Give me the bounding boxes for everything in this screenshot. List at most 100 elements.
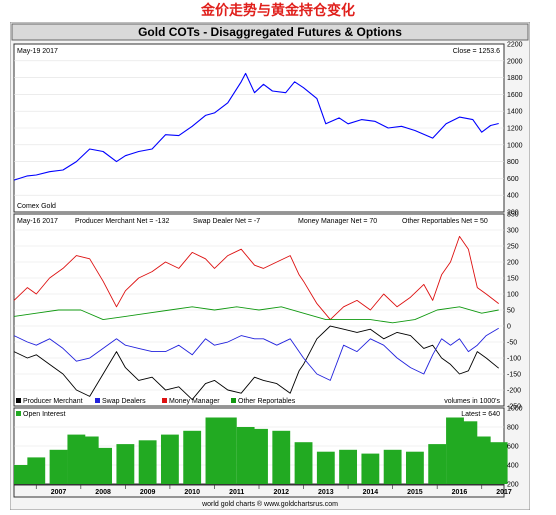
oi-bar xyxy=(316,451,335,484)
oi-bar xyxy=(383,449,402,484)
price-y-tick-label: 2000 xyxy=(507,58,523,65)
price-y-tick-label: 1200 xyxy=(507,126,523,133)
oi-bar xyxy=(428,444,447,484)
legend-other: Other Reportables xyxy=(238,398,296,405)
price-y-tick-label: 2200 xyxy=(507,42,523,49)
oi-bar xyxy=(138,440,157,484)
x-tick-label: 2011 xyxy=(229,489,244,496)
price-close-label: Close = 1253.6 xyxy=(453,48,500,55)
chart-title: Gold COTs - Disaggregated Futures & Opti… xyxy=(138,25,402,39)
oi-bar xyxy=(272,430,291,484)
legend-swatch-swap xyxy=(95,398,100,403)
chart-title-bar xyxy=(11,23,529,41)
oi-y-tick-label: 400 xyxy=(507,463,519,470)
oi-y-tick-label: 200 xyxy=(507,482,519,489)
x-tick-label: 2009 xyxy=(140,489,156,496)
price-date-label: May-19 2017 xyxy=(17,48,58,55)
oi-bar xyxy=(339,449,358,484)
price-y-tick-label: 600 xyxy=(507,176,519,183)
oi-y-ticks: 200 400 600 800 1000 xyxy=(507,406,523,489)
x-tick-label: 2008 xyxy=(95,489,111,496)
cot-gridlines xyxy=(14,229,504,391)
open-interest-panel: Open Interest Latest = 640 200 400 600 800 1… xyxy=(13,406,523,489)
cot-line-other xyxy=(13,306,499,324)
cot-y-tick-label: 200 xyxy=(507,260,519,267)
cot-y-tick-label: 250 xyxy=(507,244,519,251)
price-y-tick-label: 200 xyxy=(507,210,519,217)
price-panel: May-19 2017 Close = 1253.6 Comex Gold 20… xyxy=(13,42,523,217)
money-manager-net-label: Money Manager Net = 70 xyxy=(298,218,377,225)
cot-y-tick-label: 150 xyxy=(507,276,519,283)
oi-bar xyxy=(218,417,237,484)
legend-swatch-producer xyxy=(16,398,21,403)
oi-y-tick-label: 600 xyxy=(507,444,519,451)
cot-line-swap xyxy=(13,327,499,381)
cot-y-tick-label: 100 xyxy=(507,292,519,299)
x-tick-label: 2007 xyxy=(51,489,67,496)
x-tick-label: 2013 xyxy=(318,489,334,496)
other-net-label: Other Reportables Net = 50 xyxy=(402,218,488,225)
price-y-tick-label: 1400 xyxy=(507,109,523,116)
price-y-tick-label: 400 xyxy=(507,193,519,200)
price-source-label: Comex Gold xyxy=(17,203,56,210)
price-y-ticks: 200 400 600 800 1000 1200 1400 1600 1800 2000 2200 xyxy=(507,42,523,217)
x-tick-label: 2010 xyxy=(184,489,200,496)
gold-cot-chart: Gold COTs - Disaggregated Futures & Opti… xyxy=(9,21,531,511)
cot-series xyxy=(13,235,499,401)
cot-line-money_manager xyxy=(13,235,499,321)
x-tick-label: 2014 xyxy=(363,489,379,496)
cot-units-label: volumes in 1000's xyxy=(444,398,500,405)
producer-net-label: Producer Merchant Net = -132 xyxy=(75,218,169,225)
cot-y-tick-label: -50 xyxy=(507,340,517,347)
price-y-tick-label: 800 xyxy=(507,159,519,166)
legend-money-manager: Money Manager xyxy=(169,398,220,405)
oi-bar xyxy=(116,444,135,484)
legend-swatch-money-manager xyxy=(162,398,167,403)
oi-bar xyxy=(49,449,68,484)
swap-net-label: Swap Dealer Net = -7 xyxy=(193,218,260,225)
oi-bar xyxy=(27,457,46,484)
legend-swatch-other xyxy=(231,398,236,403)
price-gridlines xyxy=(14,60,504,196)
oi-y-tick-label: 800 xyxy=(507,425,519,432)
legend-producer: Producer Merchant xyxy=(23,398,83,405)
price-y-tick-label: 1800 xyxy=(507,75,523,82)
legend-swap: Swap Dealers xyxy=(102,398,146,405)
page-header: 金价走势与黄金持仓变化 xyxy=(0,0,556,22)
oi-bar xyxy=(94,447,113,484)
price-series xyxy=(13,72,499,181)
oi-bar xyxy=(405,451,424,484)
header-text: 金价走势与黄金持仓变化 xyxy=(201,3,355,19)
footer-credit: world gold charts ® www.goldchartsrus.co… xyxy=(201,500,338,508)
cot-y-tick-label: -200 xyxy=(507,388,521,395)
cot-y-tick-label: 350 xyxy=(507,212,519,219)
legend-open-interest: Open Interest xyxy=(23,411,65,418)
x-tick-label: 2015 xyxy=(407,489,423,496)
cot-y-tick-label: 300 xyxy=(507,228,519,235)
x-tick-label: 2016 xyxy=(452,489,468,496)
oi-bar xyxy=(472,436,491,484)
price-y-tick-label: 1600 xyxy=(507,92,523,99)
cot-y-tick-label: -250 xyxy=(507,404,521,411)
oi-bar xyxy=(294,442,313,484)
cot-y-tick-label: -150 xyxy=(507,372,521,379)
price-y-tick-label: 1000 xyxy=(507,142,523,149)
cot-y-tick-label: 0 xyxy=(507,324,511,331)
x-tick-label: 2012 xyxy=(273,489,289,496)
oi-y-tick-label: 1000 xyxy=(507,406,523,413)
oi-bars xyxy=(14,417,508,484)
oi-bar xyxy=(489,442,508,484)
x-axis: 2007 2008 2009 2010 2011 2012 2013 2014 2015 2016… xyxy=(13,484,512,498)
oi-bar xyxy=(361,453,380,484)
cot-date-label: May-16 2017 xyxy=(17,218,58,225)
oi-latest-label: Latest = 640 xyxy=(461,411,500,418)
legend-swatch-open-interest xyxy=(16,411,21,416)
chart-frame: Gold COTs - Disaggregated Futures & Opti… xyxy=(9,21,531,511)
oi-bar xyxy=(250,428,268,484)
x-tick-label: 2017 xyxy=(496,489,512,496)
cot-panel: May-16 2017 Producer Merchant Net = -132… xyxy=(13,212,521,411)
oi-bar xyxy=(160,434,179,484)
oi-bar xyxy=(183,430,202,484)
cot-line-producer xyxy=(13,325,499,401)
cot-y-tick-label: -100 xyxy=(507,356,521,363)
